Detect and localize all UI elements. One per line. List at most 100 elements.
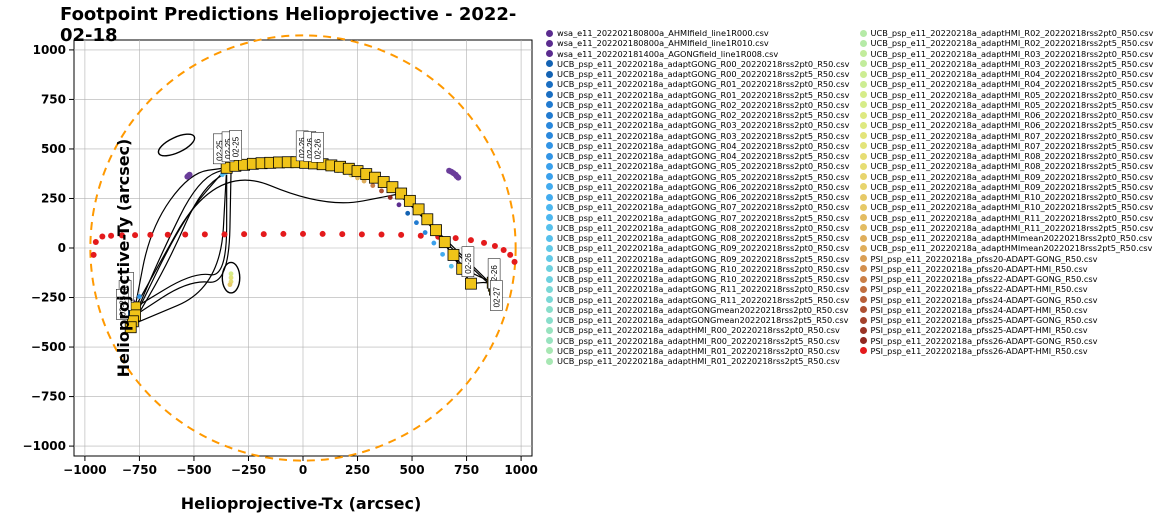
legend-dot-icon xyxy=(546,306,553,313)
legend-dot-icon xyxy=(546,132,553,139)
y-axis-label: Helioprojective-Ty (arcsec) xyxy=(114,138,133,377)
legend-label: UCB_psp_e11_20220218a_adaptHMI_R06_20220… xyxy=(871,120,1166,130)
legend-dot-icon xyxy=(860,255,867,262)
legend-label: UCB_psp_e11_20220218a_adaptGONG_R03_2022… xyxy=(557,120,852,130)
legend-dot-icon xyxy=(546,40,553,47)
legend-label: PSI_psp_e11_20220218a_pfss24-ADAPT-GONG_… xyxy=(871,295,1166,305)
svg-text:−500: −500 xyxy=(176,463,211,477)
legend-label: PSI_psp_e11_20220218a_pfss22-ADAPT-HMI_R… xyxy=(871,284,1166,294)
legend-label: PSI_psp_e11_20220218a_pfss25-ADAPT-GONG_… xyxy=(871,315,1166,325)
svg-text:750: 750 xyxy=(41,92,66,106)
legend-dot-icon xyxy=(860,81,867,88)
legend-item: UCB_psp_e11_20220218a_adaptHMI_R00_20220… xyxy=(546,336,852,346)
legend-label: UCB_psp_e11_20220218a_adaptGONG_R01_2022… xyxy=(557,90,852,100)
legend-label: UCB_psp_e11_20220218a_adaptGONG_R03_2022… xyxy=(557,131,852,141)
svg-text:250: 250 xyxy=(41,191,66,205)
legend-label: UCB_psp_e11_20220218a_adaptHMI_R00_20220… xyxy=(557,325,852,335)
svg-text:−1000: −1000 xyxy=(23,439,66,453)
legend-dot-icon xyxy=(860,347,867,354)
legend-dot-icon xyxy=(546,163,553,170)
legend-label: PSI_psp_e11_20220218a_pfss24-ADAPT-HMI_R… xyxy=(871,305,1166,315)
legend-label: UCB_psp_e11_20220218a_adaptGONG_R09_2022… xyxy=(557,254,852,264)
legend-label: wsa_e11_202202180800a_AHMIfield_line1R00… xyxy=(557,28,852,38)
legend-label: PSI_psp_e11_20220218a_pfss22-ADAPT-GONG_… xyxy=(871,274,1166,284)
svg-text:500: 500 xyxy=(400,463,425,477)
legend-item: UCB_psp_e11_20220218a_adaptGONG_R02_2022… xyxy=(546,100,852,110)
legend-dot-icon xyxy=(546,81,553,88)
svg-text:500: 500 xyxy=(41,142,66,156)
legend-item: UCB_psp_e11_20220218a_adaptGONG_R03_2022… xyxy=(546,120,852,130)
legend-item: UCB_psp_e11_20220218a_adaptGONG_R05_2022… xyxy=(546,172,852,182)
legend-dot-icon xyxy=(546,276,553,283)
legend-dot-icon xyxy=(546,286,553,293)
legend-dot-icon xyxy=(860,71,867,78)
svg-text:750: 750 xyxy=(454,463,479,477)
svg-text:250: 250 xyxy=(345,463,370,477)
legend-item: PSI_psp_e11_20220218a_pfss24-ADAPT-GONG_… xyxy=(860,295,1166,305)
legend-dot-icon xyxy=(546,317,553,324)
legend-item: UCB_psp_e11_20220218a_adaptHMI_R02_20220… xyxy=(860,38,1166,48)
legend-label: UCB_psp_e11_20220218a_adaptHMI_R01_20220… xyxy=(557,356,852,366)
legend-label: UCB_psp_e11_20220218a_adaptHMI_R04_20220… xyxy=(871,69,1166,79)
legend-item: UCB_psp_e11_20220218a_adaptGONG_R03_2022… xyxy=(546,131,852,141)
legend-item: UCB_psp_e11_20220218a_adaptHMI_R08_20220… xyxy=(860,151,1166,161)
legend-item: UCB_psp_e11_20220218a_adaptGONG_R07_2022… xyxy=(546,213,852,223)
legend-item: UCB_psp_e11_20220218a_adaptGONG_R10_2022… xyxy=(546,264,852,274)
legend-item: UCB_psp_e11_20220218a_adaptGONG_R05_2022… xyxy=(546,161,852,171)
plot-panel: Footpoint Predictions Helioprojective - … xyxy=(0,0,542,515)
legend-dot-icon xyxy=(860,173,867,180)
legend-item: UCB_psp_e11_20220218a_adaptHMI_R09_20220… xyxy=(860,172,1166,182)
legend-item: PSI_psp_e11_20220218a_pfss20-ADAPT-GONG_… xyxy=(860,254,1166,264)
svg-text:−250: −250 xyxy=(31,291,66,305)
legend-item: wsa_e11_202202181400a_AGONGfield_line1R0… xyxy=(546,49,852,59)
legend-dot-icon xyxy=(860,142,867,149)
legend-item: UCB_psp_e11_20220218a_adaptHMI_R04_20220… xyxy=(860,79,1166,89)
legend-dot-icon xyxy=(860,235,867,242)
svg-text:1000: 1000 xyxy=(504,463,537,477)
legend-item: UCB_psp_e11_20220218a_adaptGONG_R11_2022… xyxy=(546,295,852,305)
legend-label: UCB_psp_e11_20220218a_adaptHMImean202202… xyxy=(871,243,1166,253)
svg-text:−1000: −1000 xyxy=(63,463,106,477)
legend-item: UCB_psp_e11_20220218a_adaptHMI_R00_20220… xyxy=(546,325,852,335)
legend-dot-icon xyxy=(546,235,553,242)
legend-item: UCB_psp_e11_20220218a_adaptGONG_R06_2022… xyxy=(546,192,852,202)
legend-item: UCB_psp_e11_20220218a_adaptHMI_R08_20220… xyxy=(860,161,1166,171)
legend-item: UCB_psp_e11_20220218a_adaptGONG_R01_2022… xyxy=(546,79,852,89)
legend-dot-icon xyxy=(860,245,867,252)
legend-item: UCB_psp_e11_20220218a_adaptGONG_R01_2022… xyxy=(546,90,852,100)
legend-label: UCB_psp_e11_20220218a_adaptGONG_R00_2022… xyxy=(557,59,852,69)
legend-label: UCB_psp_e11_20220218a_adaptGONG_R11_2022… xyxy=(557,284,852,294)
legend-label: UCB_psp_e11_20220218a_adaptHMI_R07_20220… xyxy=(871,141,1166,151)
legend-item: UCB_psp_e11_20220218a_adaptGONG_R08_2022… xyxy=(546,233,852,243)
legend-dot-icon xyxy=(860,112,867,119)
chart-svg: −1000−1000−750−750−500−500−250−250002502… xyxy=(8,10,538,500)
legend-dot-icon xyxy=(546,30,553,37)
legend-dot-icon xyxy=(546,142,553,149)
legend-label: PSI_psp_e11_20220218a_pfss20-ADAPT-GONG_… xyxy=(871,254,1166,264)
legend: wsa_e11_202202180800a_AHMIfield_line1R00… xyxy=(542,0,1169,515)
legend-dot-icon xyxy=(860,153,867,160)
legend-label: UCB_psp_e11_20220218a_adaptHMI_R01_20220… xyxy=(557,346,852,356)
legend-dot-icon xyxy=(860,265,867,272)
legend-dot-icon xyxy=(860,286,867,293)
legend-label: UCB_psp_e11_20220218a_adaptGONG_R06_2022… xyxy=(557,182,852,192)
legend-label: UCB_psp_e11_20220218a_adaptHMI_R00_20220… xyxy=(557,336,852,346)
legend-item: UCB_psp_e11_20220218a_adaptGONG_R06_2022… xyxy=(546,182,852,192)
legend-dot-icon xyxy=(546,60,553,67)
legend-item: UCB_psp_e11_20220218a_adaptHMI_R02_20220… xyxy=(860,28,1166,38)
legend-dot-icon xyxy=(546,71,553,78)
legend-dot-icon xyxy=(860,337,867,344)
legend-dot-icon xyxy=(546,112,553,119)
legend-label: UCB_psp_e11_20220218a_adaptGONG_R05_2022… xyxy=(557,161,852,171)
legend-label: UCB_psp_e11_20220218a_adaptGONG_R04_2022… xyxy=(557,151,852,161)
legend-label: UCB_psp_e11_20220218a_adaptGONG_R02_2022… xyxy=(557,100,852,110)
legend-dot-icon xyxy=(546,91,553,98)
legend-dot-icon xyxy=(546,265,553,272)
legend-label: UCB_psp_e11_20220218a_adaptHMI_R09_20220… xyxy=(871,182,1166,192)
legend-item: UCB_psp_e11_20220218a_adaptGONG_R00_2022… xyxy=(546,69,852,79)
legend-item: wsa_e11_202202180800a_AHMIfield_line1R01… xyxy=(546,38,852,48)
legend-dot-icon xyxy=(860,183,867,190)
legend-item: UCB_psp_e11_20220218a_adaptHMI_R11_20220… xyxy=(860,213,1166,223)
legend-item: UCB_psp_e11_20220218a_adaptHMI_R04_20220… xyxy=(860,69,1166,79)
legend-label: UCB_psp_e11_20220218a_adaptGONG_R11_2022… xyxy=(557,295,852,305)
